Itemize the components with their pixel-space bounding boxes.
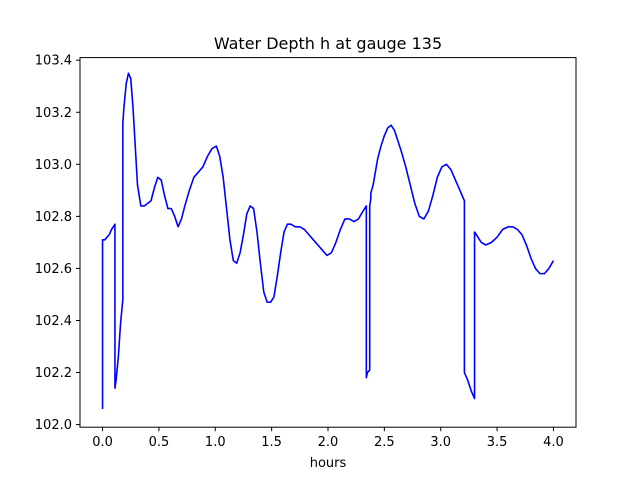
series-layer	[101, 72, 555, 409]
y-tick-label: 103.2	[35, 106, 72, 121]
x-tick-label: 0.5	[149, 435, 170, 450]
y-tick-label: 103.0	[35, 158, 72, 173]
y-tick-label: 102.8	[35, 210, 72, 225]
x-tick-label: 4.0	[543, 435, 564, 450]
x-tick-label: 2.5	[374, 435, 395, 450]
y-tick-label: 102.2	[35, 366, 72, 381]
x-tick-label: 0.0	[92, 435, 113, 450]
series-line-1	[101, 72, 555, 409]
y-tick-label: 102.0	[35, 418, 72, 433]
chart-title: Water Depth h at gauge 135	[214, 34, 442, 53]
plot-frame	[79, 57, 577, 428]
plot-area	[80, 57, 576, 428]
y-axis-ticks: 102.0 102.2 102.4 102.6 102.8 103.0 103.2 103.4	[35, 54, 80, 433]
y-tick-label: 102.4	[35, 314, 72, 329]
x-tick-label: 1.0	[205, 435, 226, 450]
y-tick-label: 103.4	[35, 54, 72, 69]
x-tick-label: 3.5	[487, 435, 508, 450]
x-tick-label: 1.5	[261, 435, 282, 450]
x-axis-ticks: 0.0 0.5 1.0 1.5 2.0 2.5 3.0 3.5 4.0	[92, 427, 564, 450]
y-tick-label: 102.6	[35, 262, 72, 277]
x-tick-label: 2.0	[318, 435, 339, 450]
x-tick-label: 3.0	[430, 435, 451, 450]
x-axis-label: hours	[310, 456, 347, 471]
